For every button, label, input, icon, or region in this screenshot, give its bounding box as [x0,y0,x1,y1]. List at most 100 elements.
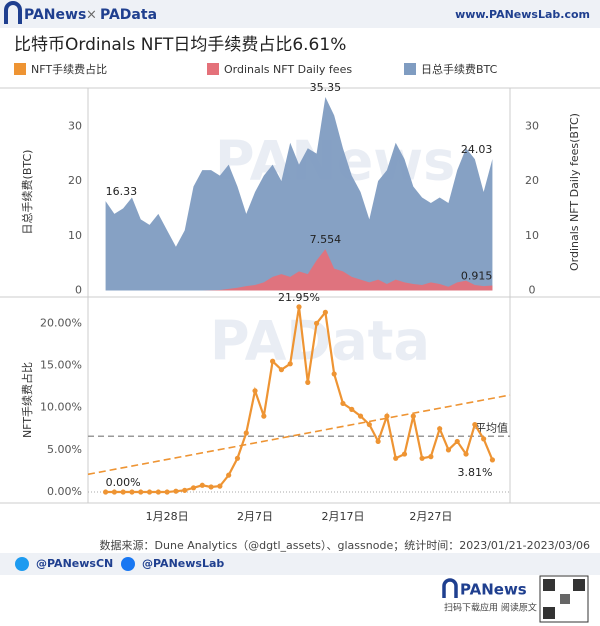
social-bar [0,553,600,575]
point [296,304,302,310]
point [445,447,452,453]
y-tick-label: 15.00% [40,358,82,371]
point [340,400,346,407]
point [208,484,214,490]
point [217,483,223,489]
point [138,489,144,495]
legend-label: 日总手续费BTC [421,62,498,76]
y-tick-label: 5.00% [47,443,82,456]
x-tick-label: 2月27日 [409,510,452,523]
y-tick-label: 20 [68,174,82,187]
area [105,249,493,291]
point [243,430,249,436]
point [322,309,328,315]
point [472,421,478,428]
chart-title: 比特币Ordinals NFT日均手续费占比6.61% [14,35,346,55]
y-tick-label: 10 [68,229,82,242]
point [437,426,443,432]
point [199,482,205,488]
point [393,455,399,461]
y2-tick-label: 0 [529,284,536,297]
point [190,485,197,491]
legend-label: NFT手续费占比 [31,62,107,76]
point [155,489,161,495]
data-label: 16.33 [106,185,138,198]
point [481,436,487,442]
point [349,406,355,412]
data-label: 0.915 [461,270,493,283]
y-axis-title: 日总手续费(BTC) [20,150,34,235]
point [102,489,109,495]
data-label: 24.03 [461,143,493,156]
point [331,371,337,377]
y2-tick-label: 10 [525,229,539,242]
qr-corner [543,579,555,591]
point [357,413,364,419]
legend-swatch [207,63,219,75]
social-handle[interactable]: @PANewsLab [142,557,224,570]
y-tick-label: 0 [75,284,82,297]
point [366,421,372,428]
qr-corner [573,579,585,591]
y2-tick-label: 30 [525,119,539,132]
data-label: 35.35 [310,81,342,94]
y-tick-label: 0.00% [47,485,82,498]
point [375,438,381,445]
header-bar [0,0,600,28]
logo-separator: × [86,8,97,23]
point [164,489,170,495]
point [401,451,408,457]
logo-left: PANews [24,7,86,23]
point [410,413,416,419]
y-axis-title: NFT手续费占比 [20,362,34,438]
area [105,97,493,291]
facebook-icon [121,557,135,571]
point [173,488,179,494]
y-tick-label: 30 [68,119,82,132]
point [182,487,188,493]
point [270,358,276,364]
logo-mark [442,578,458,598]
y-tick-label: 10.00% [40,401,82,414]
point [278,367,285,373]
point [384,413,390,419]
point [313,320,320,326]
x-tick-label: 1月28日 [146,510,189,523]
data-label: 7.554 [310,233,342,246]
logo-right: PAData [100,7,157,23]
point [454,438,460,445]
qr-body [560,594,570,604]
data-label: 3.81% [457,466,492,479]
average-label: 平均值 [475,421,508,434]
app-caption: 扫码下载应用 阅读原文 [444,602,537,614]
point [111,489,117,495]
point [234,455,241,461]
data-label: 21.95% [278,291,320,304]
point [146,489,153,495]
point [419,455,425,461]
point [252,388,258,394]
point [305,379,311,385]
source-note: 数据来源：Dune Analytics（@dgtl_assets）、glassn… [100,538,590,552]
app-brand: PANews [460,581,527,599]
legend-swatch [14,63,26,75]
point [428,454,434,460]
y2-axis-title: Ordinals NFT Daily fees(BTC) [568,113,581,271]
logo-mark [3,1,22,24]
trend-line [87,394,511,476]
legend-swatch [404,63,416,75]
header-url: www.PANewsLab.com [455,8,590,21]
x-tick-label: 2月17日 [321,510,364,523]
y2-tick-label: 20 [525,174,539,187]
x-tick-label: 2月7日 [237,510,273,523]
point [120,489,126,495]
point [463,451,469,457]
point [129,489,135,495]
point [489,457,496,463]
twitter-icon [15,557,29,571]
point [261,413,267,419]
qr-corner [543,607,555,619]
legend-label: Ordinals NFT Daily fees [224,63,352,76]
social-handle[interactable]: @PANewsCN [36,557,113,570]
